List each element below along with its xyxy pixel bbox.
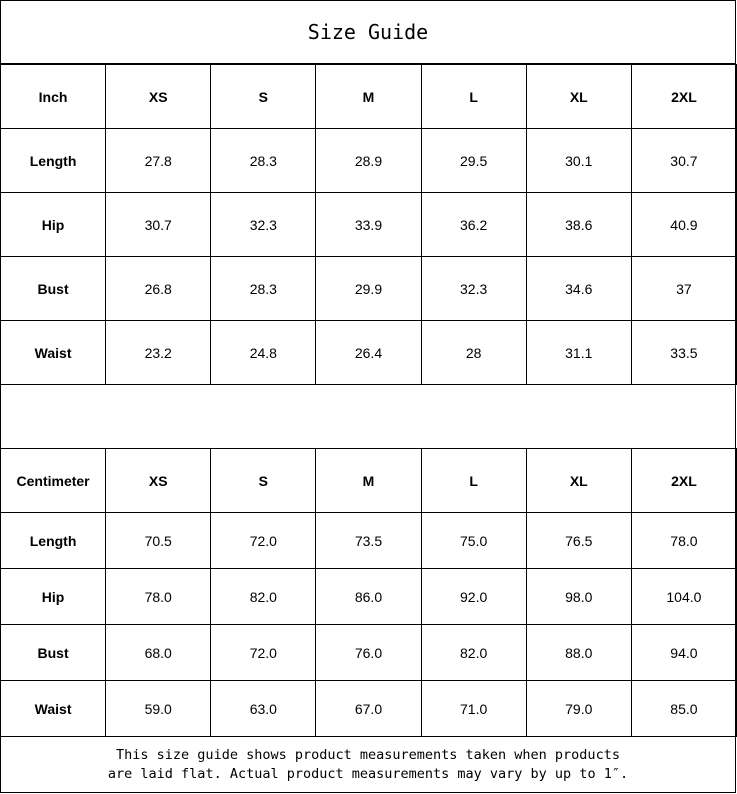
measurement-note: This size guide shows product measuremen… <box>0 737 736 793</box>
table-row: Waist 59.0 63.0 67.0 71.0 79.0 85.0 <box>0 680 737 737</box>
measurement-cell: 28 <box>420 320 527 385</box>
measurement-cell: 78.0 <box>630 512 737 569</box>
inch-size-table: Inch XS S M L XL 2XL Length 27.8 28.3 28.9 29.5 30.1… <box>0 64 737 385</box>
table-spacer <box>0 384 736 448</box>
measurement-cell: 31.1 <box>525 320 632 385</box>
measurement-cell: 32.3 <box>420 256 527 321</box>
measurement-cell: 26.4 <box>315 320 422 385</box>
measurement-cell: 79.0 <box>525 680 632 737</box>
size-header: 2XL <box>630 64 737 129</box>
measurement-cell: 82.0 <box>420 624 527 681</box>
size-header: XS <box>105 64 212 129</box>
size-header: XS <box>105 448 212 513</box>
measurement-cell: 27.8 <box>105 128 212 193</box>
table-row: Length 70.5 72.0 73.5 75.0 76.5 78.0 <box>0 512 737 569</box>
size-header: S <box>210 64 317 129</box>
table-row: Bust 26.8 28.3 29.9 32.3 34.6 37 <box>0 256 737 321</box>
measurement-cell: 72.0 <box>210 624 317 681</box>
note-line-1: This size guide shows product measuremen… <box>116 747 620 763</box>
size-header: XL <box>525 448 632 513</box>
unit-header: Inch <box>0 64 107 129</box>
measurement-cell: 104.0 <box>630 568 737 625</box>
size-header: M <box>315 448 422 513</box>
measurement-cell: 30.1 <box>525 128 632 193</box>
measurement-cell: 72.0 <box>210 512 317 569</box>
measurement-cell: 86.0 <box>315 568 422 625</box>
measurement-cell: 26.8 <box>105 256 212 321</box>
measurement-cell: 33.9 <box>315 192 422 257</box>
table-row: Waist 23.2 24.8 26.4 28 31.1 33.5 <box>0 320 737 385</box>
measurement-cell: 63.0 <box>210 680 317 737</box>
measurement-cell: 28.3 <box>210 128 317 193</box>
measurement-cell: 76.5 <box>525 512 632 569</box>
measurement-cell: 36.2 <box>420 192 527 257</box>
unit-header: Centimeter <box>0 448 107 513</box>
measurement-cell: 71.0 <box>420 680 527 737</box>
table-row: Length 27.8 28.3 28.9 29.5 30.1 30.7 <box>0 128 737 193</box>
header-row: Centimeter XS S M L XL 2XL <box>0 448 737 513</box>
row-label: Waist <box>0 320 107 385</box>
row-label: Bust <box>0 624 107 681</box>
measurement-cell: 38.6 <box>525 192 632 257</box>
row-label: Waist <box>0 680 107 737</box>
row-label: Bust <box>0 256 107 321</box>
centimeter-size-table: Centimeter XS S M L XL 2XL Length 70.5 72.0 73.5 75… <box>0 448 737 737</box>
row-label: Hip <box>0 192 107 257</box>
row-label: Length <box>0 128 107 193</box>
size-header: L <box>420 448 527 513</box>
measurement-cell: 37 <box>630 256 737 321</box>
measurement-cell: 30.7 <box>630 128 737 193</box>
size-header: L <box>420 64 527 129</box>
size-header: 2XL <box>630 448 737 513</box>
size-header: XL <box>525 64 632 129</box>
measurement-cell: 92.0 <box>420 568 527 625</box>
measurement-cell: 82.0 <box>210 568 317 625</box>
measurement-cell: 24.8 <box>210 320 317 385</box>
measurement-cell: 67.0 <box>315 680 422 737</box>
size-header: S <box>210 448 317 513</box>
row-label: Hip <box>0 568 107 625</box>
measurement-cell: 73.5 <box>315 512 422 569</box>
row-label: Length <box>0 512 107 569</box>
measurement-cell: 32.3 <box>210 192 317 257</box>
measurement-cell: 59.0 <box>105 680 212 737</box>
measurement-cell: 28.9 <box>315 128 422 193</box>
measurement-cell: 70.5 <box>105 512 212 569</box>
measurement-cell: 76.0 <box>315 624 422 681</box>
measurement-cell: 78.0 <box>105 568 212 625</box>
measurement-cell: 23.2 <box>105 320 212 385</box>
measurement-cell: 29.9 <box>315 256 422 321</box>
measurement-cell: 28.3 <box>210 256 317 321</box>
header-row: Inch XS S M L XL 2XL <box>0 64 737 129</box>
measurement-cell: 33.5 <box>630 320 737 385</box>
measurement-cell: 34.6 <box>525 256 632 321</box>
table-row: Bust 68.0 72.0 76.0 82.0 88.0 94.0 <box>0 624 737 681</box>
measurement-cell: 94.0 <box>630 624 737 681</box>
table-row: Hip 30.7 32.3 33.9 36.2 38.6 40.9 <box>0 192 737 257</box>
note-line-2: are laid flat. Actual product measuremen… <box>107 766 629 782</box>
size-header: M <box>315 64 422 129</box>
measurement-cell: 85.0 <box>630 680 737 737</box>
measurement-cell: 30.7 <box>105 192 212 257</box>
measurement-cell: 98.0 <box>525 568 632 625</box>
measurement-cell: 75.0 <box>420 512 527 569</box>
table-row: Hip 78.0 82.0 86.0 92.0 98.0 104.0 <box>0 568 737 625</box>
measurement-cell: 40.9 <box>630 192 737 257</box>
measurement-cell: 29.5 <box>420 128 527 193</box>
measurement-cell: 68.0 <box>105 624 212 681</box>
page-title: Size Guide <box>0 0 736 64</box>
measurement-cell: 88.0 <box>525 624 632 681</box>
